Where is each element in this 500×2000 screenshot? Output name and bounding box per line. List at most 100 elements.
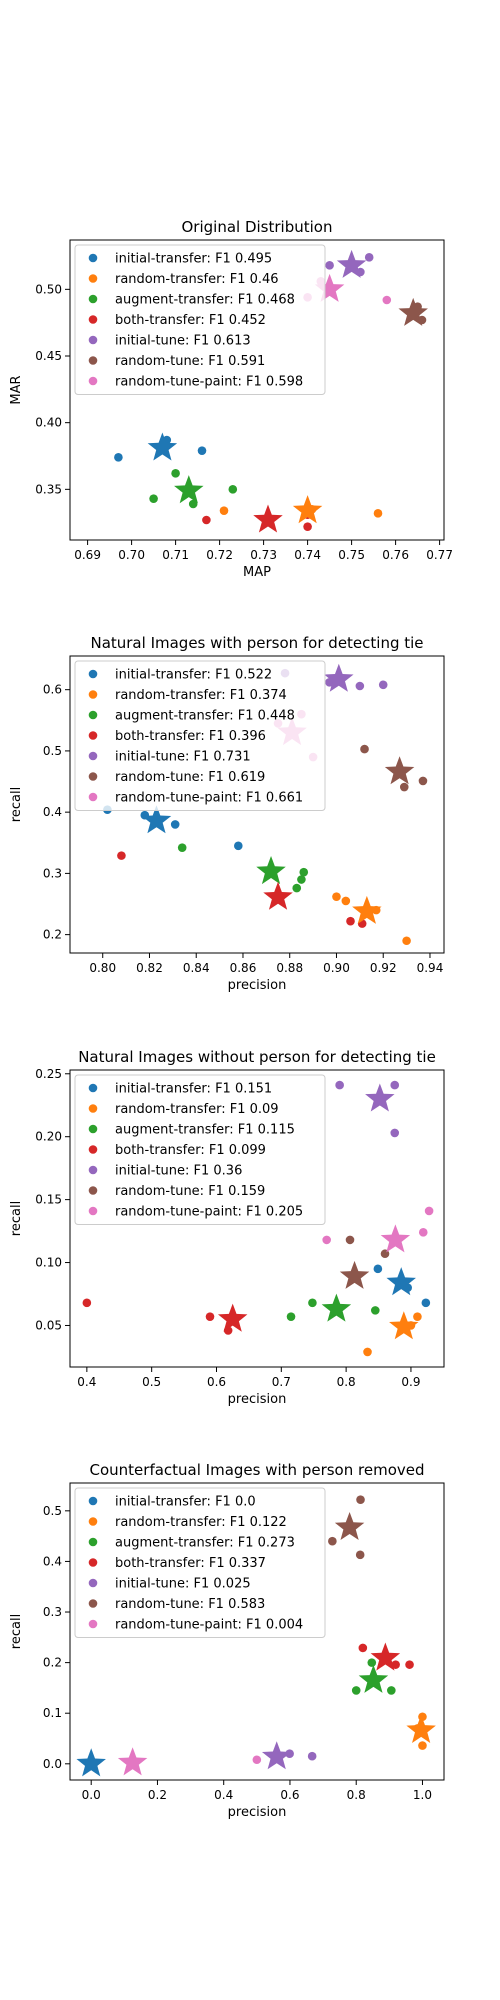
data-point (328, 1536, 337, 1546)
chart-2: Natural Images with person for detecting… (9, 634, 445, 993)
legend-entry: initial-tune: F1 0.36 (115, 1164, 242, 1179)
legend-marker (88, 1558, 98, 1567)
data-point (202, 515, 211, 525)
x-tick-label: 0.84 (183, 961, 210, 975)
mean-star-marker (365, 1083, 395, 1112)
plot-frame (69, 239, 445, 541)
plot-area (76, 1495, 436, 1777)
legend-entry: random-transfer: F1 0.09 (115, 1102, 279, 1117)
x-tick-label: 0.5 (142, 1375, 161, 1389)
legend-marker (88, 1124, 98, 1134)
mean-star-marker (336, 249, 367, 278)
data-point (205, 1312, 215, 1321)
legend: initial-transfer: F1 0.495 random-transfe… (74, 244, 326, 395)
plot-area (82, 1080, 434, 1357)
mean-star-marker (406, 1714, 436, 1743)
y-axis-label: recall (9, 787, 24, 822)
mean-star-marker (174, 475, 204, 504)
data-point (345, 1235, 355, 1245)
legend-marker (88, 1619, 98, 1629)
y-axis-label: recall (9, 1614, 24, 1649)
y-tick-label: 0.15 (35, 1193, 62, 1207)
x-tick-label: 1.0 (413, 1788, 432, 1802)
legend-entry: augment-transfer: F1 0.273 (115, 1536, 295, 1551)
mean-star-marker (339, 1260, 370, 1289)
mean-star-marker (314, 273, 345, 302)
mean-star-marker (380, 1224, 411, 1253)
data-point (358, 1643, 368, 1653)
legend-marker (88, 1517, 98, 1526)
mean-star-marker (141, 805, 172, 834)
data-point (387, 1686, 396, 1695)
plot-frame (69, 1482, 445, 1781)
data-point (413, 1312, 422, 1321)
legend-entry: augment-transfer: F1 0.115 (115, 1123, 295, 1138)
legend-entry: augment-transfer: F1 0.468 (115, 293, 295, 308)
data-point (382, 295, 392, 305)
y-tick-label: 0.4 (43, 1554, 62, 1568)
legend-marker (88, 376, 98, 386)
data-point (171, 469, 180, 478)
data-point (363, 1347, 372, 1357)
legend-box (74, 244, 326, 395)
x-axis-label: precision (228, 1805, 287, 1820)
data-point (335, 1080, 344, 1090)
legend-marker (88, 1599, 98, 1608)
x-tick-label: 0.75 (338, 548, 365, 562)
legend-marker (88, 669, 98, 679)
chart-4: Counterfactual Images with person remove… (9, 1461, 445, 1820)
data-point (149, 494, 158, 503)
legend-marker (88, 751, 98, 761)
mean-star-marker (263, 881, 293, 910)
data-point (307, 1751, 317, 1761)
data-point (360, 744, 369, 754)
data-point (308, 1298, 317, 1308)
x-tick-label: 0.4 (214, 1788, 233, 1802)
data-point (325, 261, 334, 270)
legend-entry: both-transfer: F1 0.099 (115, 1143, 266, 1158)
legend-entry: random-tune-paint: F1 0.661 (115, 791, 303, 806)
legend-marker (88, 1578, 98, 1588)
legend-marker (88, 1165, 98, 1175)
y-tick-label: 0.3 (43, 1605, 62, 1619)
legend-entry: random-tune: F1 0.583 (115, 1597, 265, 1612)
x-tick-label: 0.76 (382, 548, 409, 562)
data-point (114, 453, 123, 462)
y-tick-label: 0.10 (35, 1256, 62, 1270)
data-point (332, 892, 341, 901)
data-point (170, 820, 180, 829)
legend-entry: random-transfer: F1 0.374 (115, 688, 287, 703)
plot-frame (69, 1069, 445, 1368)
data-point (303, 522, 312, 531)
x-tick-label: 0.8 (347, 1788, 366, 1802)
plot-frame (69, 655, 445, 954)
mean-star-marker (292, 495, 323, 524)
y-tick-label: 0.4 (43, 805, 62, 819)
legend: initial-transfer: F1 0.0 random-transfer:… (74, 1487, 326, 1638)
y-tick-label: 0.25 (35, 1067, 62, 1081)
x-tick-label: 0.82 (136, 961, 163, 975)
legend-entry: initial-tune: F1 0.613 (115, 334, 251, 349)
x-axis-label: MAP (243, 565, 271, 580)
legend-entry: random-transfer: F1 0.122 (115, 1515, 287, 1530)
x-tick-label: 0.8 (337, 1375, 356, 1389)
data-point (252, 1755, 262, 1765)
chart-title: Natural Images with person for detecting… (90, 634, 423, 652)
data-point (228, 485, 238, 494)
data-point (341, 896, 351, 906)
legend-marker (88, 356, 98, 365)
x-tick-label: 0.69 (74, 548, 101, 562)
mean-star-marker (358, 1664, 389, 1693)
data-point (405, 1660, 414, 1669)
legend-entry: initial-tune: F1 0.025 (115, 1577, 251, 1592)
y-tick-label: 0.0 (43, 1757, 62, 1771)
legend-marker (88, 710, 98, 720)
data-point (292, 883, 302, 893)
legend-entry: both-transfer: F1 0.396 (115, 729, 266, 744)
data-point (378, 680, 388, 690)
mean-star-marker (352, 895, 382, 924)
data-point (364, 253, 374, 262)
legend-entry: random-tune: F1 0.159 (115, 1184, 265, 1199)
mean-star-marker (389, 1311, 419, 1340)
y-tick-label: 0.50 (35, 282, 62, 296)
